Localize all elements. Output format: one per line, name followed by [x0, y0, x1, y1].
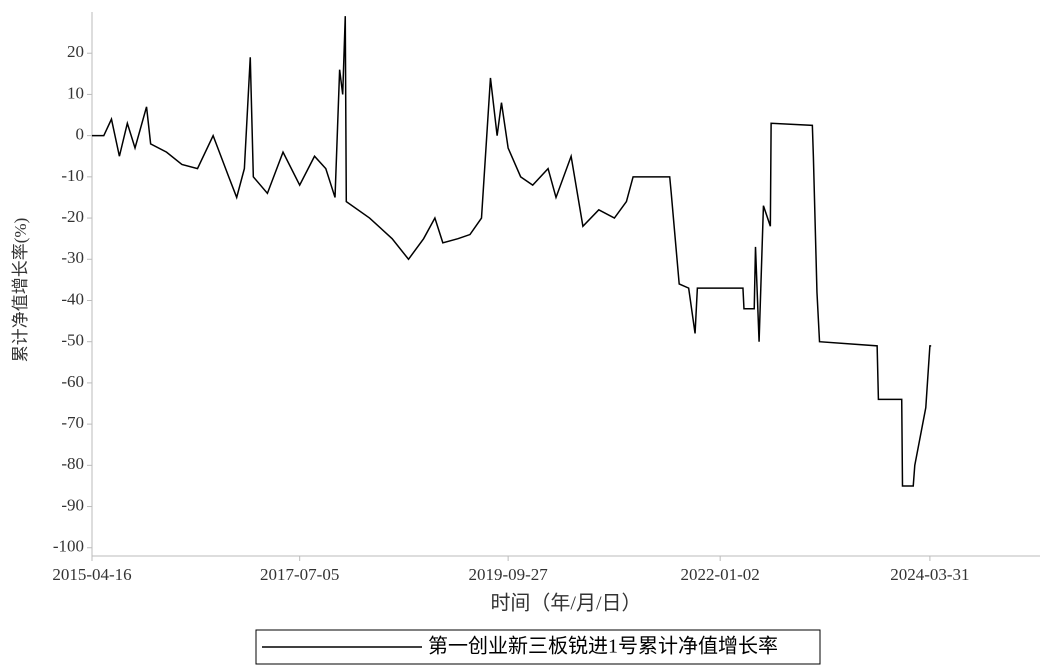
x-tick-label: 2015-04-16 [52, 565, 131, 584]
legend-box [255, 629, 821, 665]
y-tick-label: -10 [61, 166, 84, 185]
y-tick-label: 0 [76, 125, 85, 144]
y-tick-label: 10 [67, 83, 84, 102]
y-tick-label: -70 [61, 413, 84, 432]
y-tick-label: -50 [61, 331, 84, 350]
y-tick-label: -80 [61, 454, 84, 473]
x-axis-label: 时间（年/月/日） [490, 592, 641, 615]
y-tick-label: -30 [61, 248, 84, 267]
y-tick-label: -60 [61, 372, 84, 391]
x-tick-label: 2017-07-05 [260, 565, 339, 584]
x-tick-label: 2019-09-27 [468, 565, 548, 584]
y-tick-label: -20 [61, 207, 84, 226]
x-tick-label: 2024-03-31 [890, 565, 969, 584]
y-axis-label: 累计净值增长率(%) [11, 218, 30, 362]
y-tick-label: -90 [61, 495, 84, 514]
y-tick-label: -40 [61, 289, 84, 308]
y-tick-label: -100 [53, 537, 84, 556]
data-line [92, 16, 932, 487]
legend-label: 第一创业新三板锐进1号累计净值增长率 [428, 635, 778, 658]
y-tick-label: 20 [67, 42, 84, 61]
x-tick-label: 2022-01-02 [680, 565, 759, 584]
